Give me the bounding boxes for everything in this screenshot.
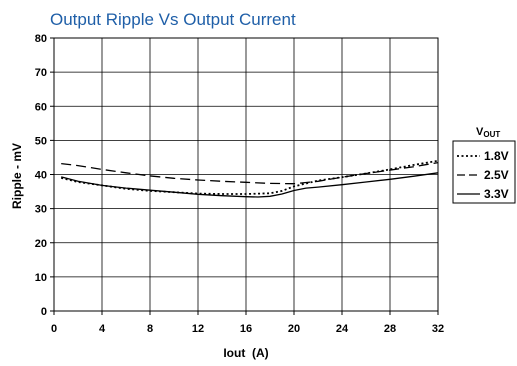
x-tick-label: 0 (51, 323, 57, 335)
series-line-1-8v (60, 159, 439, 195)
legend-label: 2.5V (484, 168, 509, 182)
x-tick-label: 20 (288, 323, 300, 335)
x-tick-label: 8 (147, 323, 153, 335)
x-tick-label: 16 (240, 323, 252, 335)
legend-label: 1.8V (484, 149, 509, 163)
series-lines (60, 159, 439, 198)
y-tick-label: 60 (35, 101, 47, 113)
y-tick-label: 50 (35, 135, 47, 147)
legend-title-main: V (476, 126, 484, 138)
legend-label: 3.3V (484, 187, 509, 201)
y-tick-label: 30 (35, 204, 47, 216)
y-tick-label: 70 (35, 67, 47, 79)
x-tick-label: 24 (336, 323, 349, 335)
y-tick-label: 80 (35, 33, 47, 45)
x-axis-label: Iout (A) (223, 346, 268, 360)
gridlines (50, 37, 439, 315)
legend-title-sub: OUT (483, 130, 500, 139)
tick-labels: 0 10 20 30 40 50 60 70 80 0 4 8 12 16 20 24 28 32 (35, 33, 444, 335)
x-tick-label: 4 (99, 323, 106, 335)
y-tick-label: 10 (35, 272, 47, 284)
y-tick-label: 0 (41, 306, 47, 318)
y-tick-label: 40 (35, 170, 47, 182)
legend-box (452, 140, 516, 204)
series-line-2-5v (61, 161, 439, 185)
y-axis-label: Ripple - mV (10, 143, 24, 209)
series-line-3-3v (61, 172, 439, 198)
chart-title: Output Ripple Vs Output Current (50, 10, 296, 29)
y-tick-label: 20 (35, 238, 47, 250)
legend: VOUT 1.8V 2.5V 3.3V (452, 126, 516, 204)
x-tick-label: 32 (432, 323, 444, 335)
legend-title: VOUT (476, 126, 500, 139)
x-tick-label: 28 (384, 323, 396, 335)
x-tick-label: 12 (192, 323, 204, 335)
